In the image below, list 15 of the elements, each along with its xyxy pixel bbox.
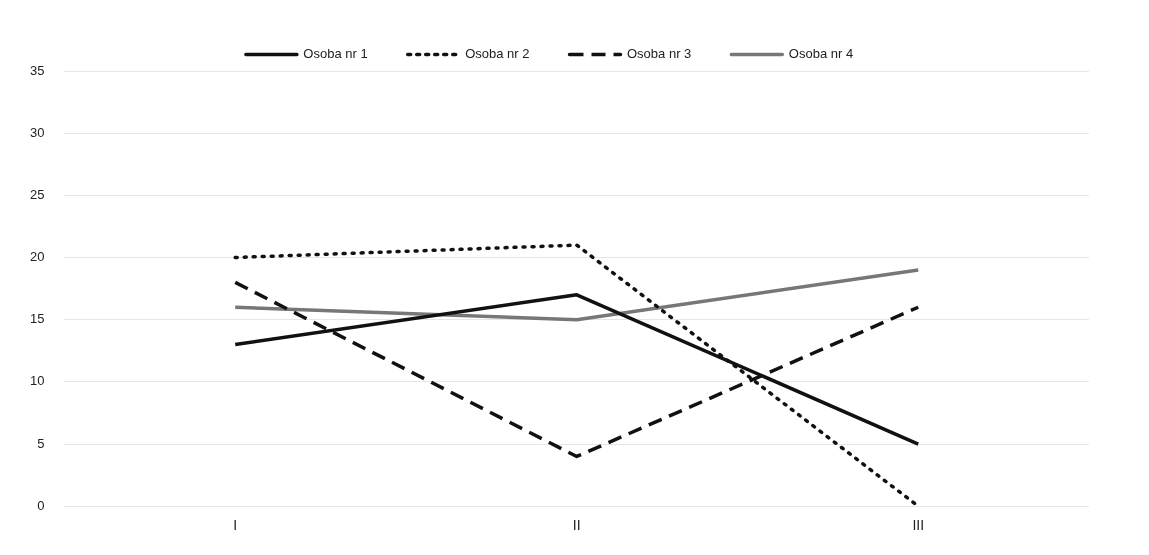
legend-label: Osoba nr 3 <box>627 46 692 62</box>
y-tick-label: 35 <box>29 62 45 78</box>
x-tick-label: I <box>233 517 238 534</box>
y-tick-label: 5 <box>37 435 45 451</box>
y-tick-label: 0 <box>37 497 45 513</box>
y-tick-label: 30 <box>29 124 45 140</box>
y-tick-label: 10 <box>29 373 45 389</box>
legend-label: Osoba nr 1 <box>303 46 368 62</box>
y-tick-label: 20 <box>29 249 45 265</box>
legend-label: Osoba nr 2 <box>465 46 530 62</box>
x-tick-label: III <box>912 517 925 534</box>
y-tick-label: 15 <box>29 311 45 327</box>
x-tick-label: II <box>572 517 581 534</box>
y-tick-label: 25 <box>29 186 45 202</box>
legend-label: Osoba nr 4 <box>788 46 854 62</box>
